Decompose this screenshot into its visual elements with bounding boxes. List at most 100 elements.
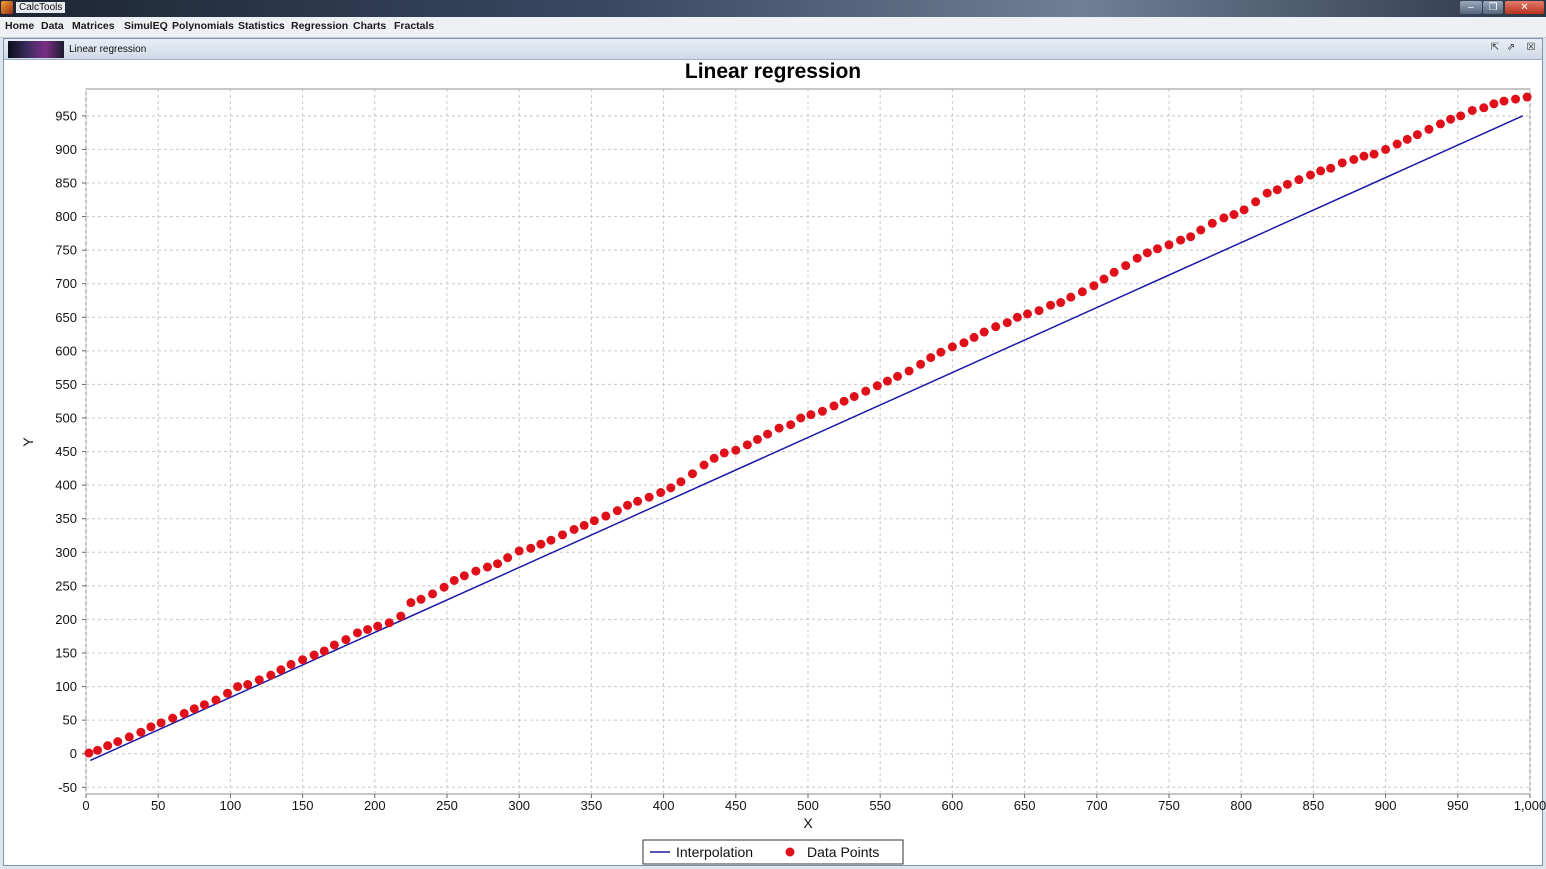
y-tick-label: 50 [63,713,77,728]
x-tick-label: 200 [364,798,386,813]
data-point [1089,281,1099,291]
data-point [156,718,166,728]
data-point [1359,151,1369,161]
x-tick-label: 50 [151,798,165,813]
data-point [916,359,926,369]
data-point [839,396,849,406]
plot-area [85,88,1531,795]
data-point [526,543,536,553]
data-point [1446,114,1456,124]
data-point [286,659,296,669]
menu-charts[interactable]: Charts [353,20,387,32]
frame-maximize-button[interactable]: ⇗ [1506,42,1516,53]
data-point [1369,149,1379,159]
data-point [1066,292,1076,302]
data-point [742,440,752,450]
data-point [1132,253,1142,263]
data-point [309,650,319,660]
data-point [861,386,871,396]
interpolation-line [90,115,1524,762]
data-point [1435,119,1445,129]
x-tick-label: 450 [725,798,747,813]
data-point [384,618,394,628]
data-point [623,500,632,510]
data-point [189,704,199,714]
data-point [416,594,426,604]
data-point [276,665,286,675]
data-point [341,635,351,645]
app-logo-icon [1,1,13,14]
data-point [1489,99,1499,109]
data-point [969,332,979,342]
data-point [136,727,146,737]
menu-simuleq[interactable]: SimulEQ [124,20,168,32]
legend: Interpolation Data Points [642,839,904,865]
data-point [1002,318,1012,328]
data-point [1099,274,1109,284]
x-tick-label: 100 [220,798,242,813]
data-point [796,413,806,423]
data-point [471,566,481,576]
data-point [936,347,946,357]
close-button[interactable]: ✕ [1505,1,1544,14]
app-title: CalcTools [16,2,66,13]
y-tick-label: 750 [55,243,77,258]
data-point [1186,232,1196,242]
data-point [1109,267,1119,277]
data-point [223,688,233,698]
data-point [904,366,914,376]
data-point [536,539,546,549]
menu-home[interactable]: Home [5,20,35,32]
data-point [849,392,859,402]
menu-data[interactable]: Data [41,20,64,32]
x-tick-label: 600 [942,798,964,813]
data-point [1337,158,1347,168]
menu-matrices[interactable]: Matrices [72,20,115,32]
y-tick-label: 850 [55,176,77,191]
x-tick-label: 900 [1375,798,1397,813]
data-point [482,562,492,572]
minimize-button[interactable]: – [1460,1,1482,14]
x-tick-label: 650 [1014,798,1036,813]
data-point [1229,210,1239,220]
data-point [168,713,178,723]
data-point [211,695,221,705]
menu-polynomials[interactable]: Polynomials [172,20,234,32]
y-axis-label: Y [20,437,36,447]
menu-statistics[interactable]: Statistics [238,20,285,32]
maximize-button[interactable]: ❐ [1483,1,1503,14]
x-tick-label: 300 [508,798,530,813]
data-point [644,492,654,502]
data-point [199,700,209,710]
data-point [546,535,556,545]
interpolation-series [90,115,1524,762]
x-tick-label: 400 [653,798,675,813]
menu-fractals[interactable]: Fractals [394,20,435,32]
frame-thumbnail-icon [8,41,64,58]
data-point [146,722,156,732]
frame-close-button[interactable]: ☒ [1526,42,1536,53]
data-point [1402,134,1412,144]
x-tick-label: 950 [1447,798,1469,813]
menu-regression[interactable]: Regression [291,20,349,32]
data-point [817,406,827,416]
data-point [1251,197,1261,207]
frame-titlebar[interactable]: Linear regression ⇱ ⇗ ☒ [4,39,1542,60]
grid-lines [85,89,1531,794]
x-tick-label: 1,000 [1514,798,1546,813]
data-point [124,732,134,742]
data-point [947,342,957,352]
data-point [93,745,103,755]
frame-iconify-button[interactable]: ⇱ [1490,42,1500,53]
data-point [1176,235,1186,245]
data-point [1152,244,1162,254]
data-point [959,338,969,348]
data-point [752,434,762,444]
data-point [731,445,741,455]
data-point [1392,139,1402,149]
data-point [243,680,253,690]
data-point [233,682,243,692]
y-tick-label: 200 [55,612,77,627]
data-point [786,420,796,430]
data-point [254,675,264,685]
